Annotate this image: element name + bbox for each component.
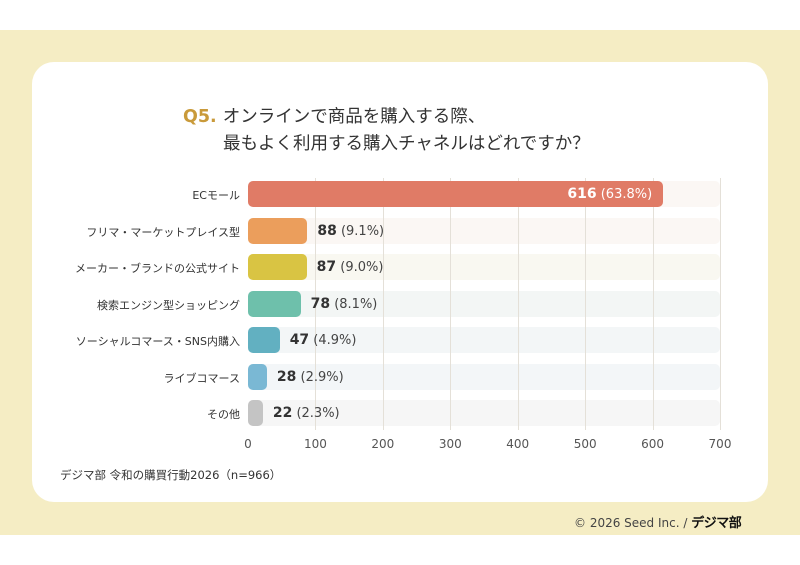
bar <box>248 217 308 244</box>
value-number: 78 <box>310 295 331 312</box>
bar-track <box>248 400 720 426</box>
category-label: 検索エンジン型ショッピング <box>97 298 240 312</box>
category-label: その他 <box>207 408 240 421</box>
gridline <box>585 178 587 430</box>
data-label: 616 (63.8%) <box>567 186 652 202</box>
value-percent: (2.3%) <box>292 406 340 421</box>
x-tick-label: 400 <box>506 437 530 451</box>
data-label: 78 (8.1%) <box>311 296 378 312</box>
chart-card <box>32 62 768 502</box>
gridline <box>517 178 519 430</box>
bar-track <box>248 327 720 353</box>
category-label: メーカー・ブランドの公式サイト <box>75 262 240 275</box>
data-label: 22 (2.3%) <box>273 405 340 421</box>
bar <box>248 254 307 280</box>
data-label: 87 (9.0%) <box>317 259 384 275</box>
question-number: Q5. <box>183 107 217 127</box>
x-tick-label: 600 <box>641 437 665 451</box>
value-percent: (2.9%) <box>296 369 344 385</box>
category-label: フリマ・マーケットプレイス型 <box>86 225 240 239</box>
bar <box>248 181 664 207</box>
chart-title: Q5. オンラインで商品を購入する際、 最もよく利用する購入チャネルはどれですか？ <box>183 104 590 158</box>
copyright-text: © 2026 Seed Inc. / <box>574 516 688 530</box>
value-number: 28 <box>276 368 297 385</box>
gridline <box>720 178 721 430</box>
bar-track <box>248 363 720 390</box>
bar-track <box>248 290 720 317</box>
value-number: 616 <box>567 186 597 202</box>
value-percent: (9.0%) <box>336 260 384 275</box>
source-note: デジマ部 令和の購買行動2026（n=966） <box>60 468 282 482</box>
x-tick-label: 700 <box>708 437 732 451</box>
bar <box>248 327 280 353</box>
data-label: 88 (9.1%) <box>317 223 384 239</box>
value-number: 88 <box>317 222 337 239</box>
gridline <box>315 178 317 430</box>
bar <box>248 363 267 390</box>
gridline <box>450 178 452 430</box>
value-percent: (9.1%) <box>336 223 385 239</box>
value-percent: (63.8%) <box>596 187 653 202</box>
bar <box>248 400 263 426</box>
x-tick-label: 500 <box>573 437 597 451</box>
value-percent: (4.9%) <box>309 333 357 348</box>
data-label: 28 (2.9%) <box>277 369 344 385</box>
footer-copyright: © 2026 Seed Inc. / デジマ部 <box>574 512 742 531</box>
x-tick-label: 100 <box>303 437 327 451</box>
category-label: ライブコマース <box>163 371 240 385</box>
category-label: ソーシャルコマース・SNS内購入 <box>75 335 240 348</box>
brand-logo: デジマ部 <box>691 516 742 531</box>
bar-track <box>248 217 720 244</box>
value-number: 87 <box>316 259 337 275</box>
category-label: ECモール <box>192 189 240 202</box>
gridline <box>382 178 384 430</box>
bar-track <box>248 254 720 280</box>
x-tick-label: 0 <box>244 437 252 451</box>
gridline <box>652 178 654 430</box>
value-number: 22 <box>272 405 293 421</box>
value-number: 47 <box>289 332 310 348</box>
data-label: 47 (4.9%) <box>290 332 357 348</box>
x-tick-label: 300 <box>438 437 462 451</box>
x-tick-label: 200 <box>371 437 395 451</box>
title-line-2: 最もよく利用する購入チャネルはどれですか？ <box>223 134 590 154</box>
value-percent: (8.1%) <box>330 296 378 312</box>
bar <box>248 290 301 317</box>
title-line-1: オンラインで商品を購入する際、 <box>222 107 486 127</box>
